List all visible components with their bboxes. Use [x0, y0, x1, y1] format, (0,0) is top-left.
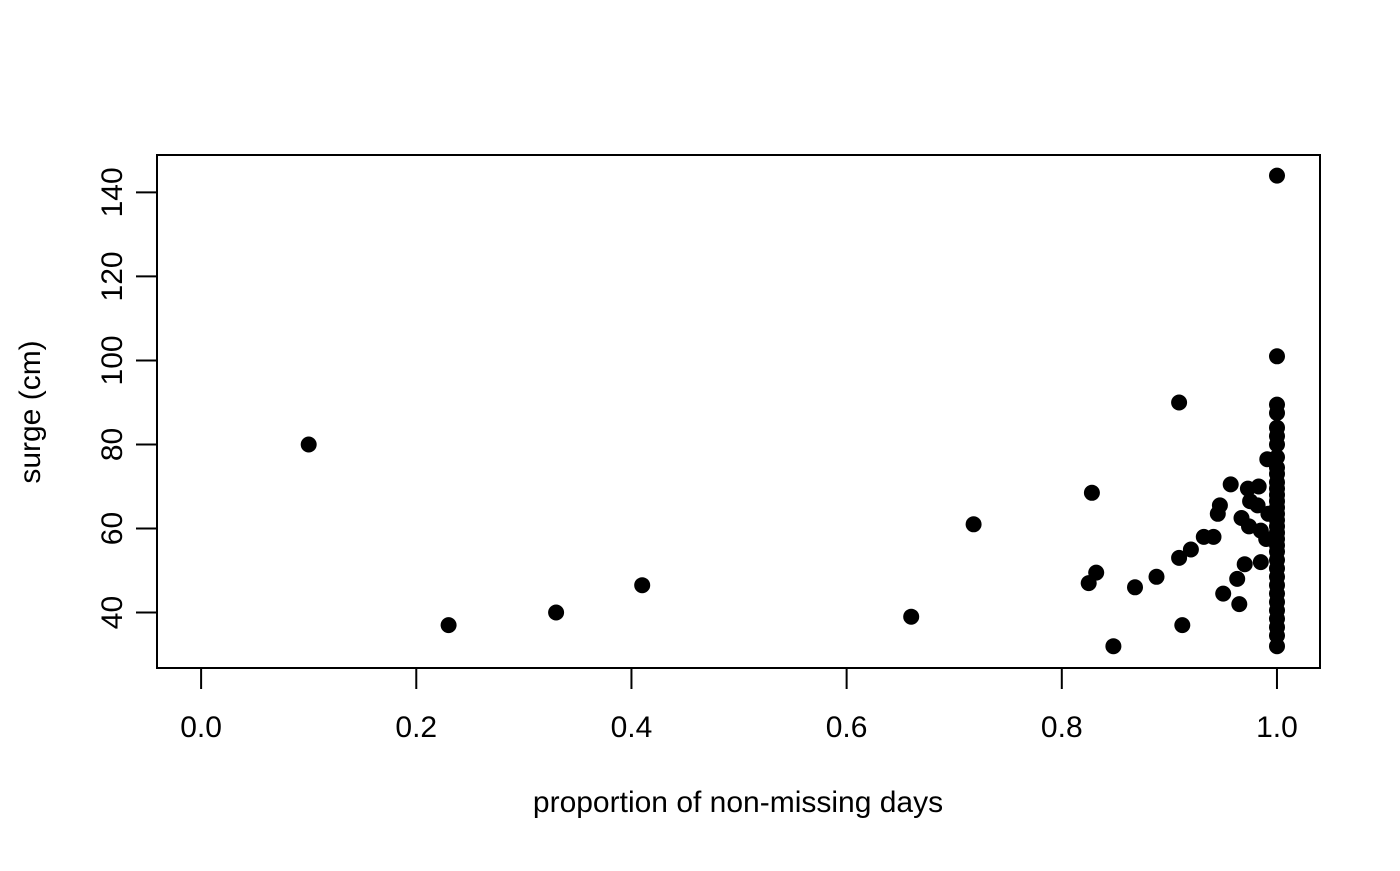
plot-border	[156, 154, 1321, 669]
data-point	[1174, 617, 1191, 634]
data-points	[300, 167, 1285, 655]
data-point	[1088, 564, 1105, 581]
x-tick-label: 1.0	[1256, 711, 1298, 744]
data-point	[1127, 579, 1143, 596]
data-point	[1229, 570, 1246, 587]
data-point	[965, 516, 982, 533]
data-point	[1105, 638, 1122, 655]
data-point	[1269, 405, 1285, 421]
data-point	[1215, 585, 1232, 602]
data-point	[440, 617, 457, 634]
data-point	[1269, 167, 1285, 184]
data-point	[1171, 549, 1188, 566]
data-point	[1252, 554, 1269, 571]
data-point	[903, 608, 920, 625]
x-tick-label: 0.8	[1041, 711, 1083, 744]
data-point	[1222, 476, 1239, 493]
data-point	[1171, 394, 1188, 411]
x-tick-label: 0.6	[826, 711, 868, 744]
y-tick-label: 140	[96, 167, 129, 217]
y-tick-label: 120	[96, 251, 129, 301]
y-axis: 40 60 80 100 120 140	[96, 167, 156, 629]
data-point	[1269, 638, 1285, 655]
data-point	[548, 604, 565, 621]
data-point	[300, 436, 317, 453]
x-axis-title: proportion of non-missing days	[533, 786, 943, 819]
x-tick-label: 0.2	[395, 711, 437, 744]
data-point	[1236, 556, 1253, 573]
y-tick-label: 40	[96, 596, 129, 629]
x-tick-label: 0.0	[180, 711, 222, 744]
data-point	[1249, 497, 1266, 514]
data-point	[634, 577, 651, 594]
y-tick-label: 60	[96, 512, 129, 545]
data-point	[1250, 478, 1267, 495]
data-point	[1083, 484, 1100, 501]
data-point	[1182, 541, 1199, 558]
x-tick-label: 0.4	[611, 711, 653, 744]
y-tick-label: 100	[96, 335, 129, 385]
y-tick-label: 80	[96, 428, 129, 461]
data-point	[1231, 596, 1248, 613]
data-point	[1205, 528, 1222, 545]
data-point	[1269, 348, 1285, 365]
data-point	[1148, 568, 1165, 585]
data-point	[1269, 436, 1285, 453]
y-axis-title: surge (cm)	[14, 340, 47, 483]
x-axis: 0.0 0.2 0.4 0.6 0.8 1.0	[180, 669, 1298, 744]
data-point	[1211, 497, 1228, 514]
